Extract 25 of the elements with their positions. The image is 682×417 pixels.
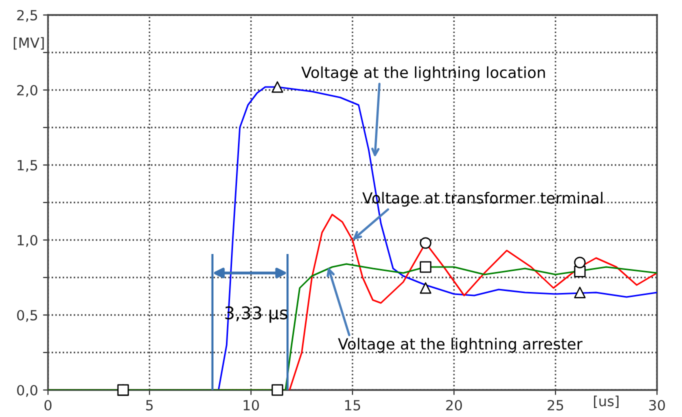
y-tick-label: 1,0 — [18, 234, 38, 247]
point — [420, 282, 432, 294]
y-tick-label: 2,0 — [17, 84, 38, 97]
annotation: Voltage at the lightning location — [301, 66, 545, 82]
point — [272, 384, 284, 396]
y-tick-label: 1,5 — [18, 160, 38, 172]
x-tick-label: 0 — [44, 400, 52, 410]
x-tick-label: 10 — [244, 400, 259, 410]
point — [420, 237, 432, 249]
x-tick-label: 15 — [345, 400, 360, 410]
point — [574, 256, 586, 268]
point — [574, 266, 586, 278]
y-axis-title: [MV] — [14, 37, 44, 50]
x-axis-title: [us] — [594, 396, 618, 408]
point — [574, 286, 586, 298]
annotation: Voltage at the lightning arrester — [338, 338, 583, 353]
point — [420, 261, 432, 273]
y-tick-label: 0,5 — [17, 310, 38, 322]
y-tick-label: 0,0 — [17, 384, 38, 397]
point — [272, 81, 284, 93]
x-tick-label: 20 — [446, 400, 462, 410]
x-tick-label: 30 — [649, 400, 665, 410]
x-tick-label: 25 — [548, 400, 564, 410]
y-tick-label: 2,5 — [17, 10, 38, 22]
x-tick-label: 5 — [146, 400, 153, 410]
